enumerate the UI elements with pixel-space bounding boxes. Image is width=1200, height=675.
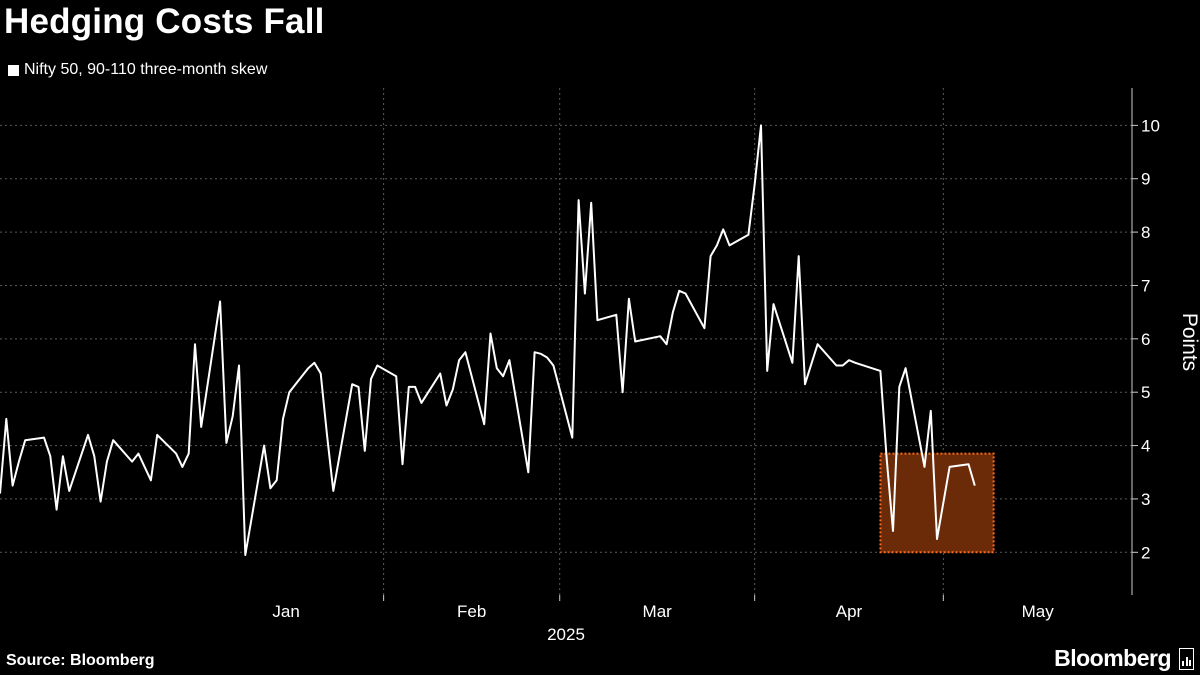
y-tick-label: 9 xyxy=(1141,170,1150,189)
x-tick-label: Mar xyxy=(643,602,673,621)
x-tick-label: Jan xyxy=(272,602,299,621)
chart-title: Hedging Costs Fall xyxy=(4,2,325,41)
brand-name: Bloomberg xyxy=(1054,645,1171,671)
bloomberg-terminal-icon xyxy=(1179,647,1194,670)
bloomberg-logo: Bloomberg xyxy=(1054,645,1194,672)
y-tick-label: 7 xyxy=(1141,276,1150,295)
legend: Nifty 50, 90-110 three-month skew xyxy=(8,61,267,79)
x-axis-year-label: 2025 xyxy=(547,625,585,644)
y-tick-label: 3 xyxy=(1141,490,1150,509)
legend-swatch xyxy=(8,64,19,76)
series-line xyxy=(0,124,976,556)
x-tick-label: May xyxy=(1022,602,1055,621)
legend-label: Nifty 50, 90-110 three-month skew xyxy=(24,61,268,78)
y-tick-label: 5 xyxy=(1141,383,1150,402)
x-tick-label: Feb xyxy=(457,602,486,621)
source-note: Source: Bloomberg xyxy=(6,652,155,669)
y-tick-label: 4 xyxy=(1141,437,1150,456)
y-tick-label: 6 xyxy=(1141,330,1150,349)
y-axis-title: Points xyxy=(1178,313,1200,371)
y-tick-label: 10 xyxy=(1141,116,1160,135)
y-tick-label: 8 xyxy=(1141,223,1150,242)
y-tick-label: 2 xyxy=(1141,543,1150,562)
x-tick-label: Apr xyxy=(836,602,863,621)
